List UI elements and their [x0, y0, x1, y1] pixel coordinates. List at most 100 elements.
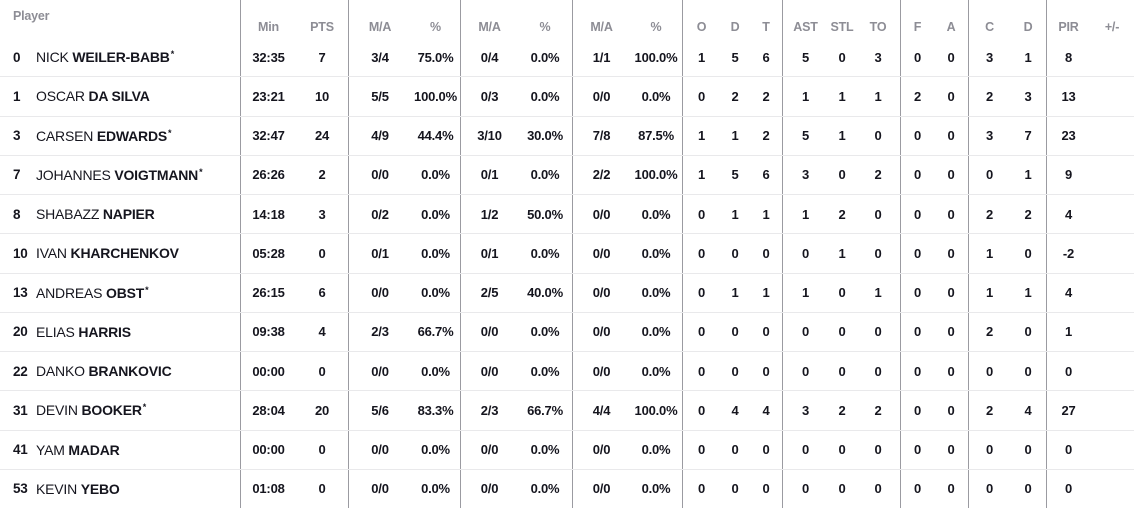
stat-pir: 0 [1046, 469, 1090, 508]
stat-2pt-ma: 5/5 [348, 77, 411, 116]
stat-pts: 20 [314, 402, 330, 418]
player-cell: 0 NICK WEILER-BABB* [0, 38, 240, 76]
stat-reb-t: 0 [762, 363, 770, 379]
stat-2pt-ma: 0/2 [348, 195, 411, 234]
table-row[interactable]: 8 SHABAZZ NAPIER 14:18 3 0/2 0.0% 1/2 50… [0, 194, 1134, 234]
player-first-name: OSCAR [36, 88, 85, 105]
player-number: 53 [13, 481, 28, 497]
stat-d: 1 [1024, 167, 1032, 183]
table-row[interactable]: 53 KEVIN YEBO 01:08 0 0/0 0.0% 0/0 0.0% … [0, 468, 1134, 508]
stat-2pt-pct: 100.0% [414, 88, 457, 104]
player-number: 8 [13, 206, 21, 222]
stat-2pt-pct: 66.7% [417, 324, 454, 340]
stat-pir: 0 [1046, 352, 1090, 391]
stat-ast: 0 [782, 234, 828, 273]
player-first-name: SHABAZZ [36, 206, 100, 223]
stat-pts: 6 [318, 285, 326, 301]
table-row[interactable]: 0 NICK WEILER-BABB* 32:35 7 3/4 75.0% 0/… [0, 38, 1134, 77]
stat-fouls: 0 [900, 116, 934, 155]
stat-d: 4 [1024, 402, 1032, 418]
stat-ft-pct: 0.0% [641, 206, 671, 222]
stat-fouls: 0 [900, 352, 934, 391]
table-row[interactable]: 31 DEVIN BOOKER* 28:04 20 5/6 83.3% 2/3 … [0, 390, 1134, 430]
stat-3pt-pct: 0.0% [530, 245, 560, 261]
stat-fouls-against: 0 [947, 245, 955, 261]
stat-2pt-pct: 0.0% [421, 363, 450, 379]
stat-fouls-against: 0 [947, 206, 955, 222]
starter-marker: * [145, 284, 149, 295]
table-header-row: Player Min PTS M/A % M/A % M/A % O D T A… [0, 0, 1134, 38]
stat-ft-pct: 0.0% [641, 442, 671, 458]
player-last-name: HARRIS [78, 323, 131, 340]
table-row[interactable]: 3 CARSEN EDWARDS* 32:47 24 4/9 44.4% 3/1… [0, 115, 1134, 155]
stat-ft-ma: 0/0 [572, 195, 630, 234]
stat-ft-pct: 0.0% [641, 88, 671, 104]
column-header-fouls-against: A [946, 20, 956, 34]
player-last-name: WEILER-BABB [72, 49, 170, 66]
stat-to: 0 [874, 442, 882, 458]
player-number: 31 [13, 402, 28, 418]
stat-to: 3 [874, 49, 882, 65]
player-number: 10 [13, 245, 28, 261]
table-row[interactable]: 22 DANKO BRANKOVIC 00:00 0 0/0 0.0% 0/0 … [0, 351, 1134, 391]
stat-reb-d: 4 [731, 402, 739, 418]
stat-2pt-pct: 44.4% [417, 128, 454, 144]
column-header-ast: AST [782, 0, 828, 38]
player-last-name: EDWARDS [96, 127, 168, 144]
stat-2pt-ma: 5/6 [348, 391, 411, 430]
stat-stl: 0 [838, 324, 846, 340]
stat-reb-o: 0 [682, 391, 720, 430]
stat-to: 0 [874, 128, 882, 144]
player-cell: 13 ANDREAS OBST* [0, 274, 240, 312]
stat-reb-d: 0 [731, 481, 739, 497]
table-row[interactable]: 10 IVAN KHARCHENKOV 05:28 0 0/1 0.0% 0/1… [0, 233, 1134, 273]
stat-ast: 0 [782, 352, 828, 391]
stat-ft-ma: 0/0 [572, 352, 630, 391]
stat-pir: 4 [1046, 195, 1090, 234]
stat-reb-o: 1 [682, 38, 720, 77]
player-name: CARSEN EDWARDS* [36, 127, 172, 144]
stat-fouls: 2 [900, 77, 934, 116]
stat-c: 3 [968, 38, 1010, 77]
player-first-name: NICK [36, 49, 69, 66]
stat-2pt-pct: 75.0% [417, 49, 454, 65]
player-last-name: YEBO [80, 480, 120, 497]
stat-pts: 0 [318, 442, 326, 458]
stat-to: 0 [874, 481, 882, 497]
stat-reb-t: 0 [762, 245, 770, 261]
stat-d: 2 [1024, 206, 1032, 222]
stat-ft-pct: 0.0% [641, 245, 671, 261]
column-header-reb-t: T [762, 20, 770, 34]
stat-ast: 3 [782, 155, 828, 194]
stat-ast: 0 [782, 430, 828, 469]
stat-fouls: 0 [900, 273, 934, 312]
table-row[interactable]: 7 JOHANNES VOIGTMANN* 26:26 2 0/0 0.0% 0… [0, 154, 1134, 194]
stat-reb-d: 0 [731, 442, 739, 458]
stat-ft-pct: 100.0% [634, 49, 678, 65]
player-first-name: CARSEN [36, 127, 94, 144]
stat-reb-o: 0 [682, 77, 720, 116]
stat-c: 1 [968, 273, 1010, 312]
player-cell: 7 JOHANNES VOIGTMANN* [0, 156, 240, 194]
player-last-name: VOIGTMANN [114, 166, 199, 183]
stat-3pt-ma: 0/1 [460, 155, 518, 194]
stat-fouls-against: 0 [947, 167, 955, 183]
column-header-min: Min [240, 0, 296, 38]
stat-d: 1 [1024, 285, 1032, 301]
table-row[interactable]: 1 OSCAR DA SILVA 23:21 10 5/5 100.0% 0/3… [0, 76, 1134, 116]
table-row[interactable]: 13 ANDREAS OBST* 26:15 6 0/0 0.0% 2/5 40… [0, 272, 1134, 312]
stat-3pt-ma: 2/3 [460, 391, 518, 430]
stat-3pt-pct: 0.0% [530, 49, 560, 65]
player-cell: 1 OSCAR DA SILVA [0, 77, 240, 115]
stat-d: 0 [1024, 324, 1032, 340]
stat-reb-t: 1 [762, 285, 770, 301]
stat-2pt-pct: 0.0% [421, 442, 450, 458]
stat-reb-o: 0 [682, 312, 720, 351]
table-row[interactable]: 41 YAM MADAR 00:00 0 0/0 0.0% 0/0 0.0% 0… [0, 429, 1134, 469]
player-name: NICK WEILER-BABB* [36, 49, 174, 65]
starter-marker: * [199, 166, 203, 177]
table-row[interactable]: 20 ELIAS HARRIS 09:38 4 2/3 66.7% 0/0 0.… [0, 311, 1134, 351]
stat-pts: 10 [314, 88, 330, 104]
stat-ft-ma: 0/0 [572, 469, 630, 508]
stat-min: 05:28 [240, 234, 296, 273]
